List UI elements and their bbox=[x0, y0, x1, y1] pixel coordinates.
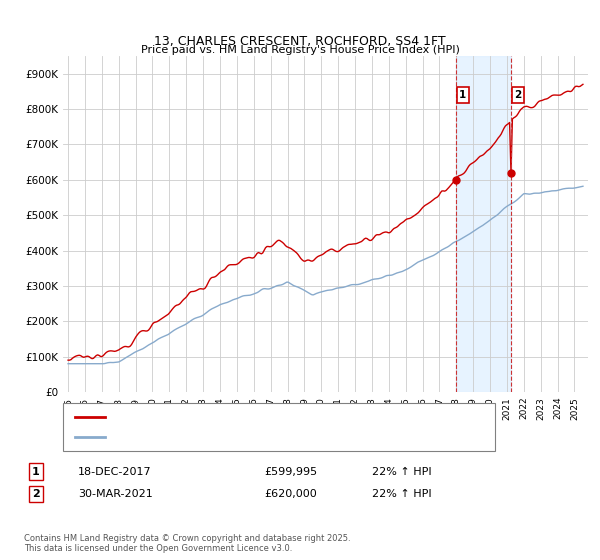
Text: 2: 2 bbox=[32, 489, 40, 499]
Text: Contains HM Land Registry data © Crown copyright and database right 2025.
This d: Contains HM Land Registry data © Crown c… bbox=[24, 534, 350, 553]
Text: 13, CHARLES CRESCENT, ROCHFORD, SS4 1FT (detached house): 13, CHARLES CRESCENT, ROCHFORD, SS4 1FT … bbox=[111, 412, 427, 422]
Text: 13, CHARLES CRESCENT, ROCHFORD, SS4 1FT: 13, CHARLES CRESCENT, ROCHFORD, SS4 1FT bbox=[154, 35, 446, 49]
Text: HPI: Average price, detached house, Rochford: HPI: Average price, detached house, Roch… bbox=[111, 432, 335, 442]
Text: 22% ↑ HPI: 22% ↑ HPI bbox=[372, 489, 431, 499]
Text: 1: 1 bbox=[32, 466, 40, 477]
Bar bbox=[456, 56, 511, 392]
Text: Price paid vs. HM Land Registry's House Price Index (HPI): Price paid vs. HM Land Registry's House … bbox=[140, 45, 460, 55]
Text: 30-MAR-2021: 30-MAR-2021 bbox=[78, 489, 153, 499]
Text: 22% ↑ HPI: 22% ↑ HPI bbox=[372, 466, 431, 477]
Text: 18-DEC-2017: 18-DEC-2017 bbox=[78, 466, 152, 477]
Text: 2: 2 bbox=[515, 90, 522, 100]
Text: £620,000: £620,000 bbox=[264, 489, 317, 499]
Text: 1: 1 bbox=[459, 90, 466, 100]
Text: £599,995: £599,995 bbox=[264, 466, 317, 477]
